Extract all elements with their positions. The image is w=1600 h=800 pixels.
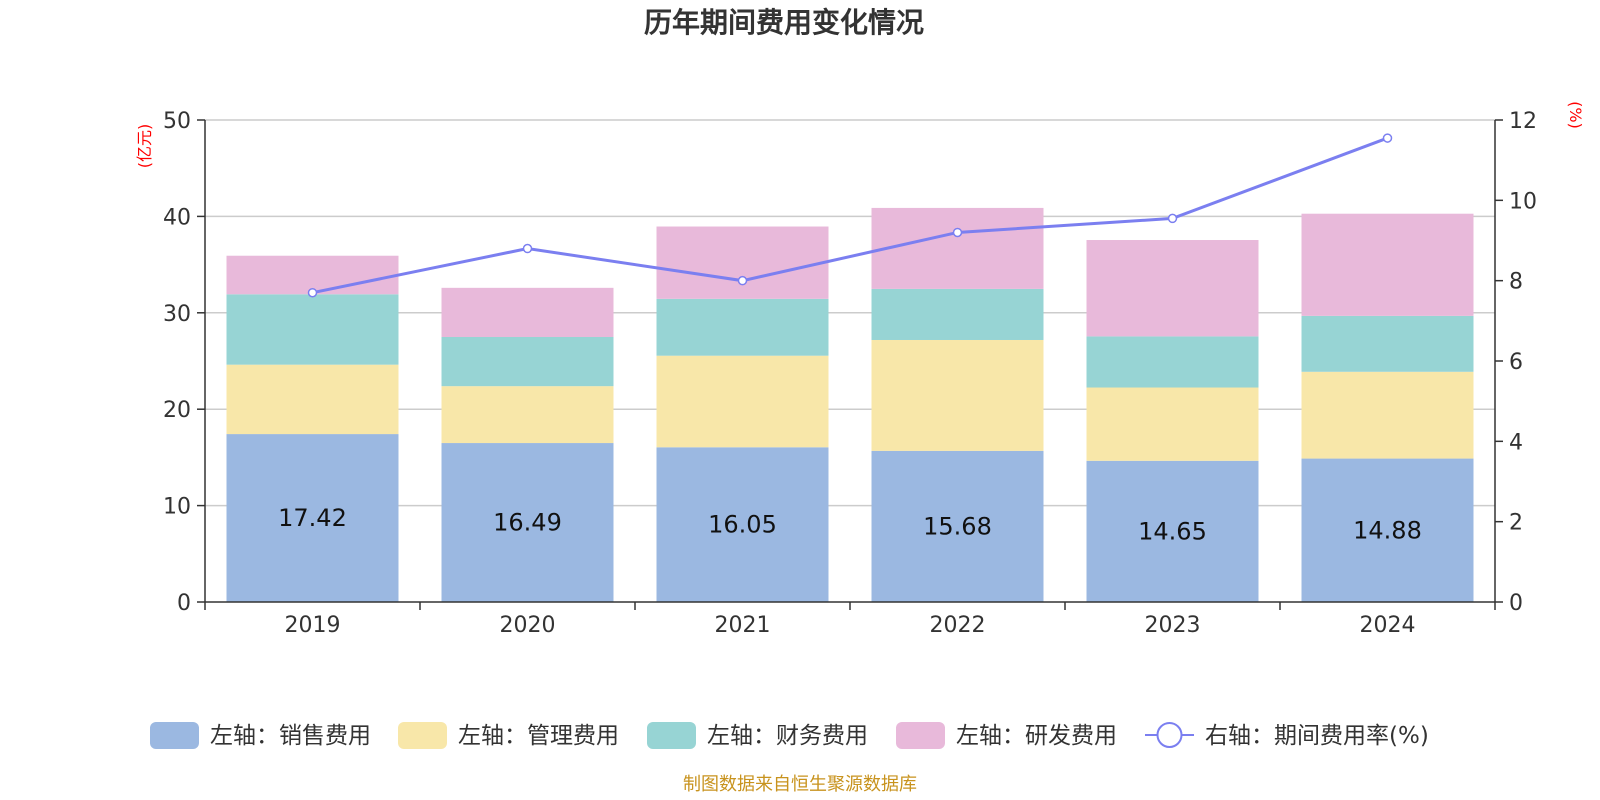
- bar-segment: [1086, 240, 1259, 337]
- bar-segment: [656, 226, 829, 299]
- legend-swatch: [647, 722, 696, 749]
- bar-segment: [656, 298, 829, 356]
- right-tick-label: 10: [1509, 189, 1537, 214]
- bar-segment: [1086, 336, 1259, 388]
- bar-segment: [1086, 387, 1259, 461]
- right-tick-label: 0: [1509, 591, 1523, 616]
- legend-swatch: [896, 722, 945, 749]
- bar-segment: [656, 355, 829, 448]
- legend-label: 左轴：研发费用: [956, 723, 1117, 749]
- bar-segment: [226, 294, 399, 365]
- bar-segment: [441, 336, 614, 387]
- rate-line-point: [1382, 133, 1393, 143]
- rate-line-point: [1167, 213, 1178, 224]
- left-tick-label: 10: [163, 495, 191, 520]
- legend-marker: [1156, 722, 1183, 748]
- right-axis-unit: (%): [1566, 101, 1585, 129]
- rate-line-path: [312, 136, 1389, 295]
- legend-label: 右轴：期间费用率(%): [1205, 723, 1429, 749]
- bar-segment: [1301, 458, 1474, 602]
- bar-segment: [226, 434, 399, 602]
- right-tick-label: 8: [1509, 270, 1523, 295]
- bar-segment: [1301, 315, 1474, 372]
- bar-data-label: 16.05: [708, 511, 777, 539]
- x-tick-label: 2021: [715, 613, 771, 638]
- axes: 0 10 20 30 40 50 0 2 4 6 8 10 12 2019 2020 2021 2022 2023…: [163, 109, 1537, 638]
- bar-data-label: 15.68: [923, 512, 992, 540]
- left-tick-label: 50: [163, 109, 191, 134]
- legend: 左轴：销售费用 左轴：管理费用 左轴：财务费用 左轴：研发费用 右轴：期间费用率(%): [150, 722, 1429, 749]
- rate-line-point: [737, 275, 748, 286]
- bar-segment: [1086, 460, 1259, 602]
- bar-segment: [1301, 371, 1474, 459]
- rate-line-point: [522, 243, 533, 254]
- legend-swatch: [398, 722, 447, 749]
- gridlines: [205, 119, 1495, 507]
- bar-data-label: 14.65: [1138, 517, 1207, 545]
- bar-segment: [441, 443, 614, 602]
- bar-segment: [1301, 213, 1474, 316]
- bar-segment: [226, 364, 399, 435]
- left-tick-label: 0: [177, 591, 191, 616]
- x-tick-label: 2019: [285, 613, 341, 638]
- rate-line-point: [952, 227, 963, 238]
- bar-segment: [871, 207, 1044, 289]
- legend-swatch: [150, 722, 199, 749]
- bar-segment: [656, 447, 829, 602]
- x-tick-label: 2020: [500, 613, 556, 638]
- right-tick-label: 6: [1509, 350, 1523, 375]
- left-tick-label: 20: [163, 398, 191, 423]
- rate-line-point: [307, 287, 318, 298]
- bar-segment: [871, 339, 1044, 451]
- legend-label: 左轴：销售费用: [210, 723, 371, 749]
- left-tick-label: 40: [163, 205, 191, 230]
- right-tick-label: 2: [1509, 511, 1523, 536]
- bar-segment: [226, 255, 399, 295]
- bar-data-label: 14.88: [1353, 516, 1422, 544]
- right-tick-label: 12: [1509, 109, 1537, 134]
- x-tick-label: 2024: [1360, 613, 1416, 638]
- left-tick-label: 30: [163, 302, 191, 327]
- bar-data-label: 16.49: [493, 509, 562, 537]
- rate-line: [307, 133, 1393, 298]
- bar-segment: [441, 386, 614, 444]
- chart-title: 历年期间费用变化情况: [644, 6, 924, 39]
- bar-segment: [441, 287, 614, 337]
- left-axis-unit: (亿元): [135, 124, 154, 169]
- bar-segment: [871, 288, 1044, 340]
- bars: 17.42 16.49 16.05 15.68 14.65 14.88: [226, 207, 1474, 602]
- right-tick-label: 4: [1509, 430, 1523, 455]
- legend-label: 左轴：财务费用: [707, 723, 868, 749]
- legend-label: 左轴：管理费用: [458, 723, 619, 749]
- x-tick-label: 2022: [930, 613, 986, 638]
- source-note: 制图数据来自恒生聚源数据库: [683, 774, 917, 795]
- x-tick-label: 2023: [1145, 613, 1201, 638]
- bar-data-label: 17.42: [278, 504, 347, 532]
- bar-segment: [871, 450, 1044, 602]
